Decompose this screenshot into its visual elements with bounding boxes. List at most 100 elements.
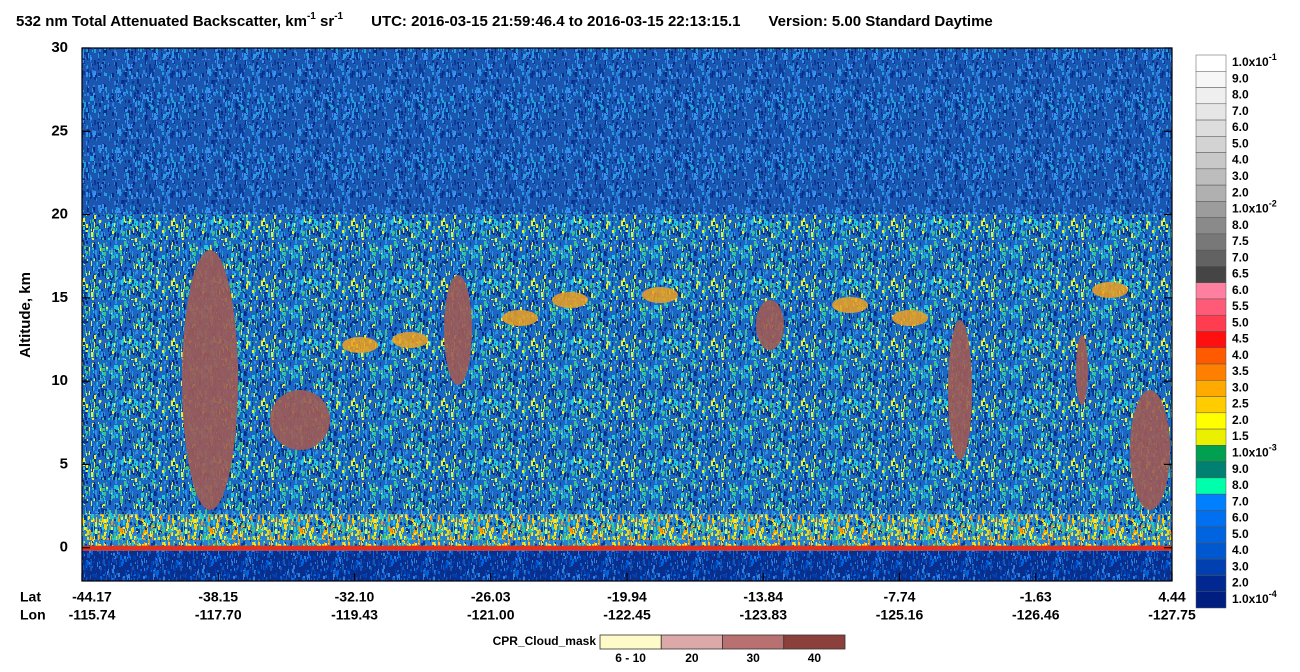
cpr-legend-swatch bbox=[783, 634, 846, 650]
colorbar-swatch bbox=[1195, 249, 1227, 267]
colorbar-label-text: 7.5 bbox=[1232, 234, 1249, 248]
colorbar-label-sup: -2 bbox=[1269, 199, 1277, 209]
colorbar-label-text: 8.0 bbox=[1232, 478, 1249, 492]
colorbar-label-text: 3.0 bbox=[1232, 560, 1249, 574]
colorbar-swatch bbox=[1195, 591, 1227, 609]
colorbar-label-text: 6.0 bbox=[1232, 511, 1249, 525]
colorbar-swatch bbox=[1195, 298, 1227, 316]
colorbar-label: 8.0 bbox=[1232, 218, 1249, 232]
colorbar-swatch bbox=[1195, 542, 1227, 560]
x-tick-label: -1.63 bbox=[1020, 589, 1052, 605]
colorbar-label-text: 1.0x10 bbox=[1232, 592, 1269, 606]
colorbar-label-text: 5.0 bbox=[1232, 137, 1249, 151]
colorbar-swatch bbox=[1195, 558, 1227, 576]
cloud-layer bbox=[642, 287, 678, 303]
colorbar-label: 7.5 bbox=[1232, 234, 1249, 248]
x-tick-label: -119.43 bbox=[331, 607, 378, 623]
colorbar-swatch bbox=[1195, 575, 1227, 592]
colorbar-label-text: 5.0 bbox=[1232, 527, 1249, 541]
colorbar-label-text: 9.0 bbox=[1232, 72, 1249, 86]
colorbar-label: 2.0 bbox=[1232, 185, 1249, 199]
backscatter-region bbox=[82, 514, 1172, 548]
colorbar-label: 4.0 bbox=[1232, 348, 1249, 362]
cloud-layer bbox=[1092, 282, 1128, 298]
colorbar-label: 6.0 bbox=[1232, 120, 1249, 134]
x-tick-label: -117.70 bbox=[195, 607, 242, 623]
colorbar-label: 5.0 bbox=[1232, 316, 1249, 330]
x-tick-label: -125.16 bbox=[876, 607, 924, 623]
colorbar-label: 1.0x10-4 bbox=[1232, 589, 1277, 606]
colorbar-label: 3.0 bbox=[1232, 169, 1249, 183]
title-sup: -1 bbox=[334, 11, 343, 22]
colorbar-swatch bbox=[1195, 363, 1227, 381]
y-tick-label: 25 bbox=[51, 122, 68, 139]
cloud-mask-blob bbox=[182, 250, 238, 510]
colorbar-label: 5.0 bbox=[1232, 137, 1249, 151]
colorbar-label: 3.0 bbox=[1232, 381, 1249, 395]
colorbar-label: 4.0 bbox=[1232, 153, 1249, 167]
colorbar-label-text: 2.0 bbox=[1232, 413, 1249, 427]
title-text: UTC: 2016-03-15 21:59:46.4 to 2016-03-15… bbox=[371, 13, 740, 30]
colorbar-swatch bbox=[1195, 152, 1227, 170]
colorbar-label: 2.0 bbox=[1232, 413, 1249, 427]
colorbar-swatch bbox=[1195, 201, 1227, 218]
title-text: sr bbox=[316, 13, 335, 30]
colorbar-swatch bbox=[1195, 266, 1227, 283]
cloud-mask-blob bbox=[756, 300, 784, 350]
cpr-legend-label: 20 bbox=[685, 651, 699, 665]
title-text: 532 nm Total Attenuated Backscatter, km bbox=[16, 13, 307, 30]
colorbar-label-text: 2.0 bbox=[1232, 576, 1249, 590]
y-tick-label: 5 bbox=[60, 455, 68, 472]
colorbar-label: 1.5 bbox=[1232, 429, 1249, 443]
y-tick-label: 10 bbox=[51, 372, 68, 389]
cpr-legend-label: 40 bbox=[808, 651, 822, 665]
x-row-label: Lon bbox=[20, 607, 46, 623]
colorbar-label: 2.0 bbox=[1232, 576, 1249, 590]
colorbar-swatch bbox=[1195, 71, 1227, 88]
colorbar-label-text: 3.5 bbox=[1232, 364, 1249, 378]
colorbar-swatch bbox=[1195, 331, 1227, 349]
colorbar-label-sup: -1 bbox=[1269, 53, 1277, 63]
colorbar-label-text: 2.0 bbox=[1232, 185, 1249, 199]
colorbar-label: 4.0 bbox=[1232, 543, 1249, 557]
plot-area bbox=[82, 48, 1172, 581]
colorbar-swatch bbox=[1195, 103, 1227, 121]
colorbar-label: 9.0 bbox=[1232, 72, 1249, 86]
colorbar-swatch bbox=[1195, 168, 1227, 186]
cloud-mask-blob bbox=[270, 390, 330, 450]
backscatter-region bbox=[82, 214, 1172, 515]
colorbar-swatch bbox=[1195, 445, 1227, 462]
colorbar-label-text: 2.5 bbox=[1232, 397, 1249, 411]
colorbar-label-text: 6.0 bbox=[1232, 120, 1249, 134]
x-tick-label: -121.00 bbox=[467, 607, 515, 623]
cloud-layer bbox=[342, 337, 378, 353]
cpr-legend-label: 6 - 10 bbox=[615, 651, 646, 665]
colorbar-swatch bbox=[1195, 54, 1227, 72]
title-sup: -1 bbox=[307, 11, 316, 22]
colorbar-swatch bbox=[1195, 461, 1227, 479]
colorbar-swatch bbox=[1195, 87, 1227, 105]
colorbar-label-text: 8.0 bbox=[1232, 218, 1249, 232]
colorbar-label: 7.0 bbox=[1232, 494, 1249, 508]
colorbar-label-text: 4.5 bbox=[1232, 332, 1249, 346]
cpr-legend-label: 30 bbox=[746, 651, 760, 665]
colorbar-label: 5.5 bbox=[1232, 299, 1249, 313]
colorbar-label: 2.5 bbox=[1232, 397, 1249, 411]
x-tick-label: 4.44 bbox=[1158, 589, 1185, 605]
colorbar-label: 1.0x10-2 bbox=[1232, 199, 1277, 216]
cloud-layer bbox=[502, 310, 538, 326]
colorbar-label: 6.0 bbox=[1232, 511, 1249, 525]
colorbar-swatch bbox=[1195, 428, 1227, 446]
colorbar-label-text: 1.0x10 bbox=[1232, 202, 1269, 216]
colorbar-label: 1.0x10-3 bbox=[1232, 443, 1277, 460]
colorbar-label-text: 1.5 bbox=[1232, 429, 1249, 443]
colorbar-label-text: 4.0 bbox=[1232, 543, 1249, 557]
x-tick-label: -13.84 bbox=[743, 589, 783, 605]
x-tick-label: -7.74 bbox=[884, 589, 916, 605]
colorbar-swatch bbox=[1195, 184, 1227, 202]
y-tick-label: 0 bbox=[60, 539, 68, 556]
colorbar-swatch bbox=[1195, 412, 1227, 430]
colorbar-label: 3.0 bbox=[1232, 560, 1249, 574]
colorbar-label-sup: -3 bbox=[1269, 443, 1277, 453]
